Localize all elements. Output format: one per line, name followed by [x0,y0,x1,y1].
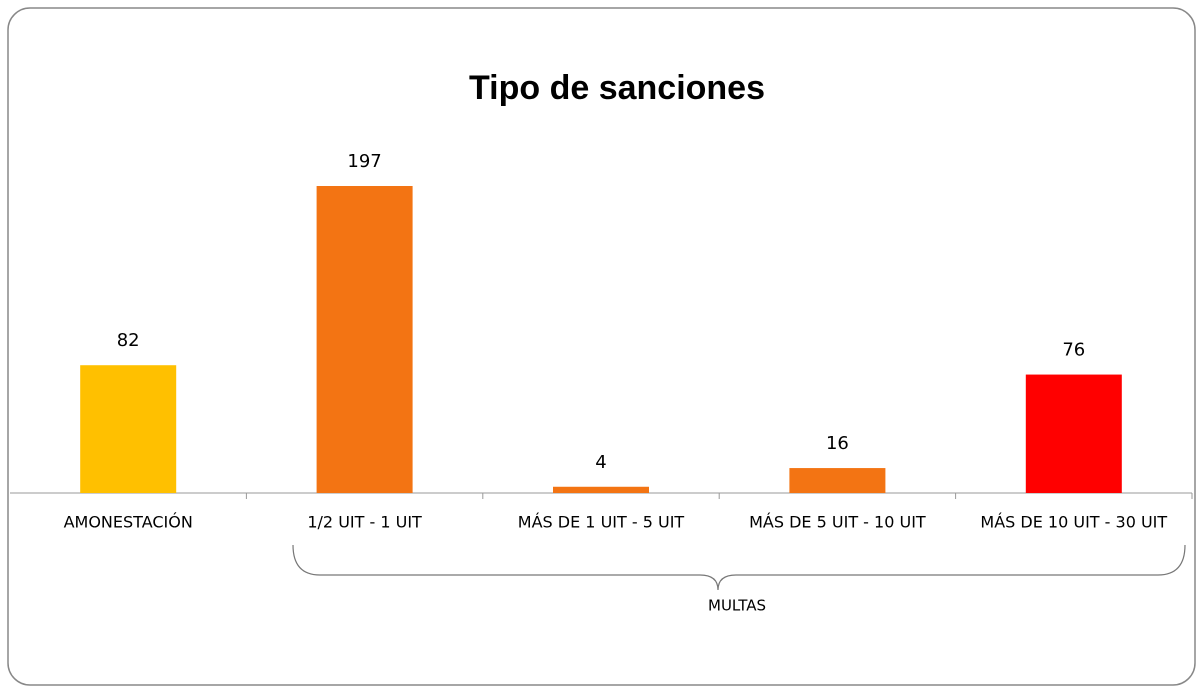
x-tick-label: MÁS DE 5 UIT - 10 UIT [749,513,926,532]
bar [316,186,413,493]
x-tick-label: 1/2 UIT - 1 UIT [307,513,422,532]
value-label: 82 [117,330,140,351]
value-label: 76 [1062,340,1085,361]
chart-frame [7,7,1196,686]
chart-title: Tipo de sanciones [469,69,765,107]
bar [789,468,886,493]
value-label: 16 [826,433,849,454]
value-label: 197 [347,151,381,172]
value-label: 4 [595,452,606,473]
x-tick-label: MÁS DE 1 UIT - 5 UIT [518,513,685,532]
bar [1025,374,1122,493]
brace [292,544,1186,591]
bar [80,365,177,493]
bar [553,486,649,493]
x-tick-label: MÁS DE 10 UIT - 30 UIT [980,513,1167,532]
annotation: MULTAS [708,597,766,615]
x-tick-label: AMONESTACIÓN [64,513,193,532]
